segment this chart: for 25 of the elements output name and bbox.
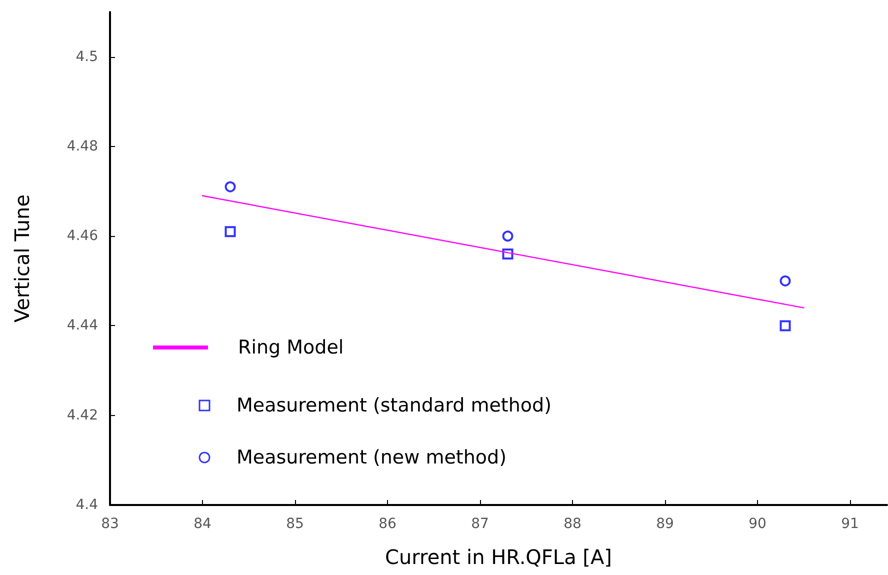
- legend-label: Ring Model: [238, 336, 344, 358]
- y-axis-title: Vertical Tune: [10, 194, 34, 323]
- point: [502, 230, 514, 242]
- point: [224, 226, 236, 238]
- x-tick-label: 83: [101, 516, 119, 532]
- y-tick-label: 4.42: [66, 407, 98, 424]
- x-tick-label: 86: [378, 516, 396, 532]
- x-tick-label: 89: [656, 516, 674, 532]
- y-tick-label: 4.5: [76, 48, 98, 65]
- x-tick-label: 85: [286, 516, 304, 532]
- y-tick-label: 4.4: [76, 497, 98, 513]
- point: [780, 275, 791, 286]
- legend-label: Measurement (standard method): [236, 394, 552, 416]
- x-tick-label: 88: [564, 516, 582, 532]
- y-tick-label: 4.44: [66, 318, 98, 334]
- x-tick-label: 84: [194, 516, 212, 532]
- x-tick-label: 91: [841, 516, 859, 532]
- point: [224, 181, 236, 192]
- x-axis-title: Current in HR.QFLa [A]: [385, 545, 612, 569]
- legend-label: Measurement (new method): [236, 446, 506, 468]
- point: [780, 320, 791, 332]
- x-tick-label: 90: [748, 516, 766, 532]
- y-tick-label: 4.48: [66, 138, 98, 154]
- x-tick-label: 87: [471, 516, 489, 532]
- y-tick-label: 4.46: [66, 228, 98, 244]
